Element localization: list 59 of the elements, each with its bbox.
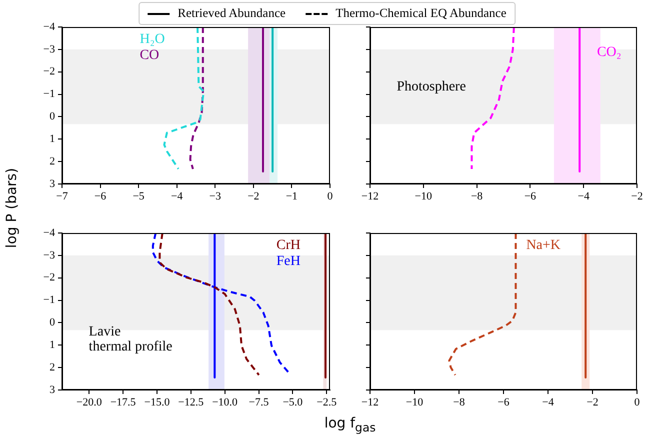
line-series [189,27,204,170]
x-tick-label: −8 [453,396,466,408]
legend-label: Retrieved Abundance [178,6,286,21]
x-tick-label: −4 [578,190,590,202]
x-tick-label: −12 [361,190,379,202]
x-tick-label: −12 [361,396,379,408]
x-tick-label: −7.5 [248,396,270,408]
series-label: Na+K [526,238,561,254]
x-tick-label: −4 [542,396,554,408]
y-tick-label: −2 [43,66,55,78]
x-tick-label: −10 [414,190,432,202]
line-series [163,27,205,170]
y-tick-label: 0 [50,110,56,123]
text: FeH [276,254,301,270]
y-tick-label: −4 [43,226,56,239]
x-tick-label: −3 [209,190,222,202]
y-tick-label: 3 [50,178,56,190]
annotation: Lavie thermal profile [88,324,172,355]
text: CrH [276,238,301,254]
x-tick-label: −5 [132,190,145,202]
x-tick-label: −2.5 [316,396,338,408]
x-tick-label: −10.0 [212,396,238,408]
x-axis-title: log f$_{gas}$ [324,416,376,434]
band-label: Photosphere [396,79,466,94]
text: CO₂ [596,44,622,60]
x-tick-label: −10 [406,396,424,408]
y-tick-label: −3 [43,43,56,56]
y-tick-label: −1 [43,294,55,306]
text: CO [140,48,160,64]
y-tick-label: −2 [43,272,55,284]
y-tick-label: 1 [50,339,55,352]
x-tick-label: −2 [248,190,260,202]
y-axis-title: log P (bars) [4,168,20,248]
x-tick-label: −4 [171,190,184,202]
x-tick-label: −7 [56,190,68,202]
x-tick-label: −1 [286,190,298,202]
x-tick-label: −5.0 [282,396,304,408]
x-tick-label: −20.0 [76,396,102,408]
y-tick-label: −3 [43,249,56,262]
x-tick-label: 0 [327,190,334,202]
y-tick-label: 1 [50,133,55,146]
text: H₂O [140,32,165,48]
y-tick-label: 2 [50,361,55,374]
legend-label: Thermo-Chemical EQ Abundance [336,6,506,21]
x-tick-label: −8 [470,190,484,202]
x-tick-label: −2 [586,396,598,408]
x-tick-label: −6 [524,190,537,202]
y-tick-label: 3 [50,384,56,396]
x-tick-label: −6 [94,190,107,202]
y-tick-label: −4 [43,20,56,33]
x-tick-label: −12.5 [178,396,204,408]
x-tick-label: −15.0 [144,396,170,408]
x-tick-label: 0 [634,396,640,408]
x-tick-label: −2 [631,190,643,202]
y-tick-label: −1 [43,88,55,100]
y-tick-label: 2 [50,155,55,168]
y-tick-label: 0 [50,316,56,329]
x-tick-label: −6 [498,396,510,408]
x-tick-label: −17.5 [110,396,136,408]
